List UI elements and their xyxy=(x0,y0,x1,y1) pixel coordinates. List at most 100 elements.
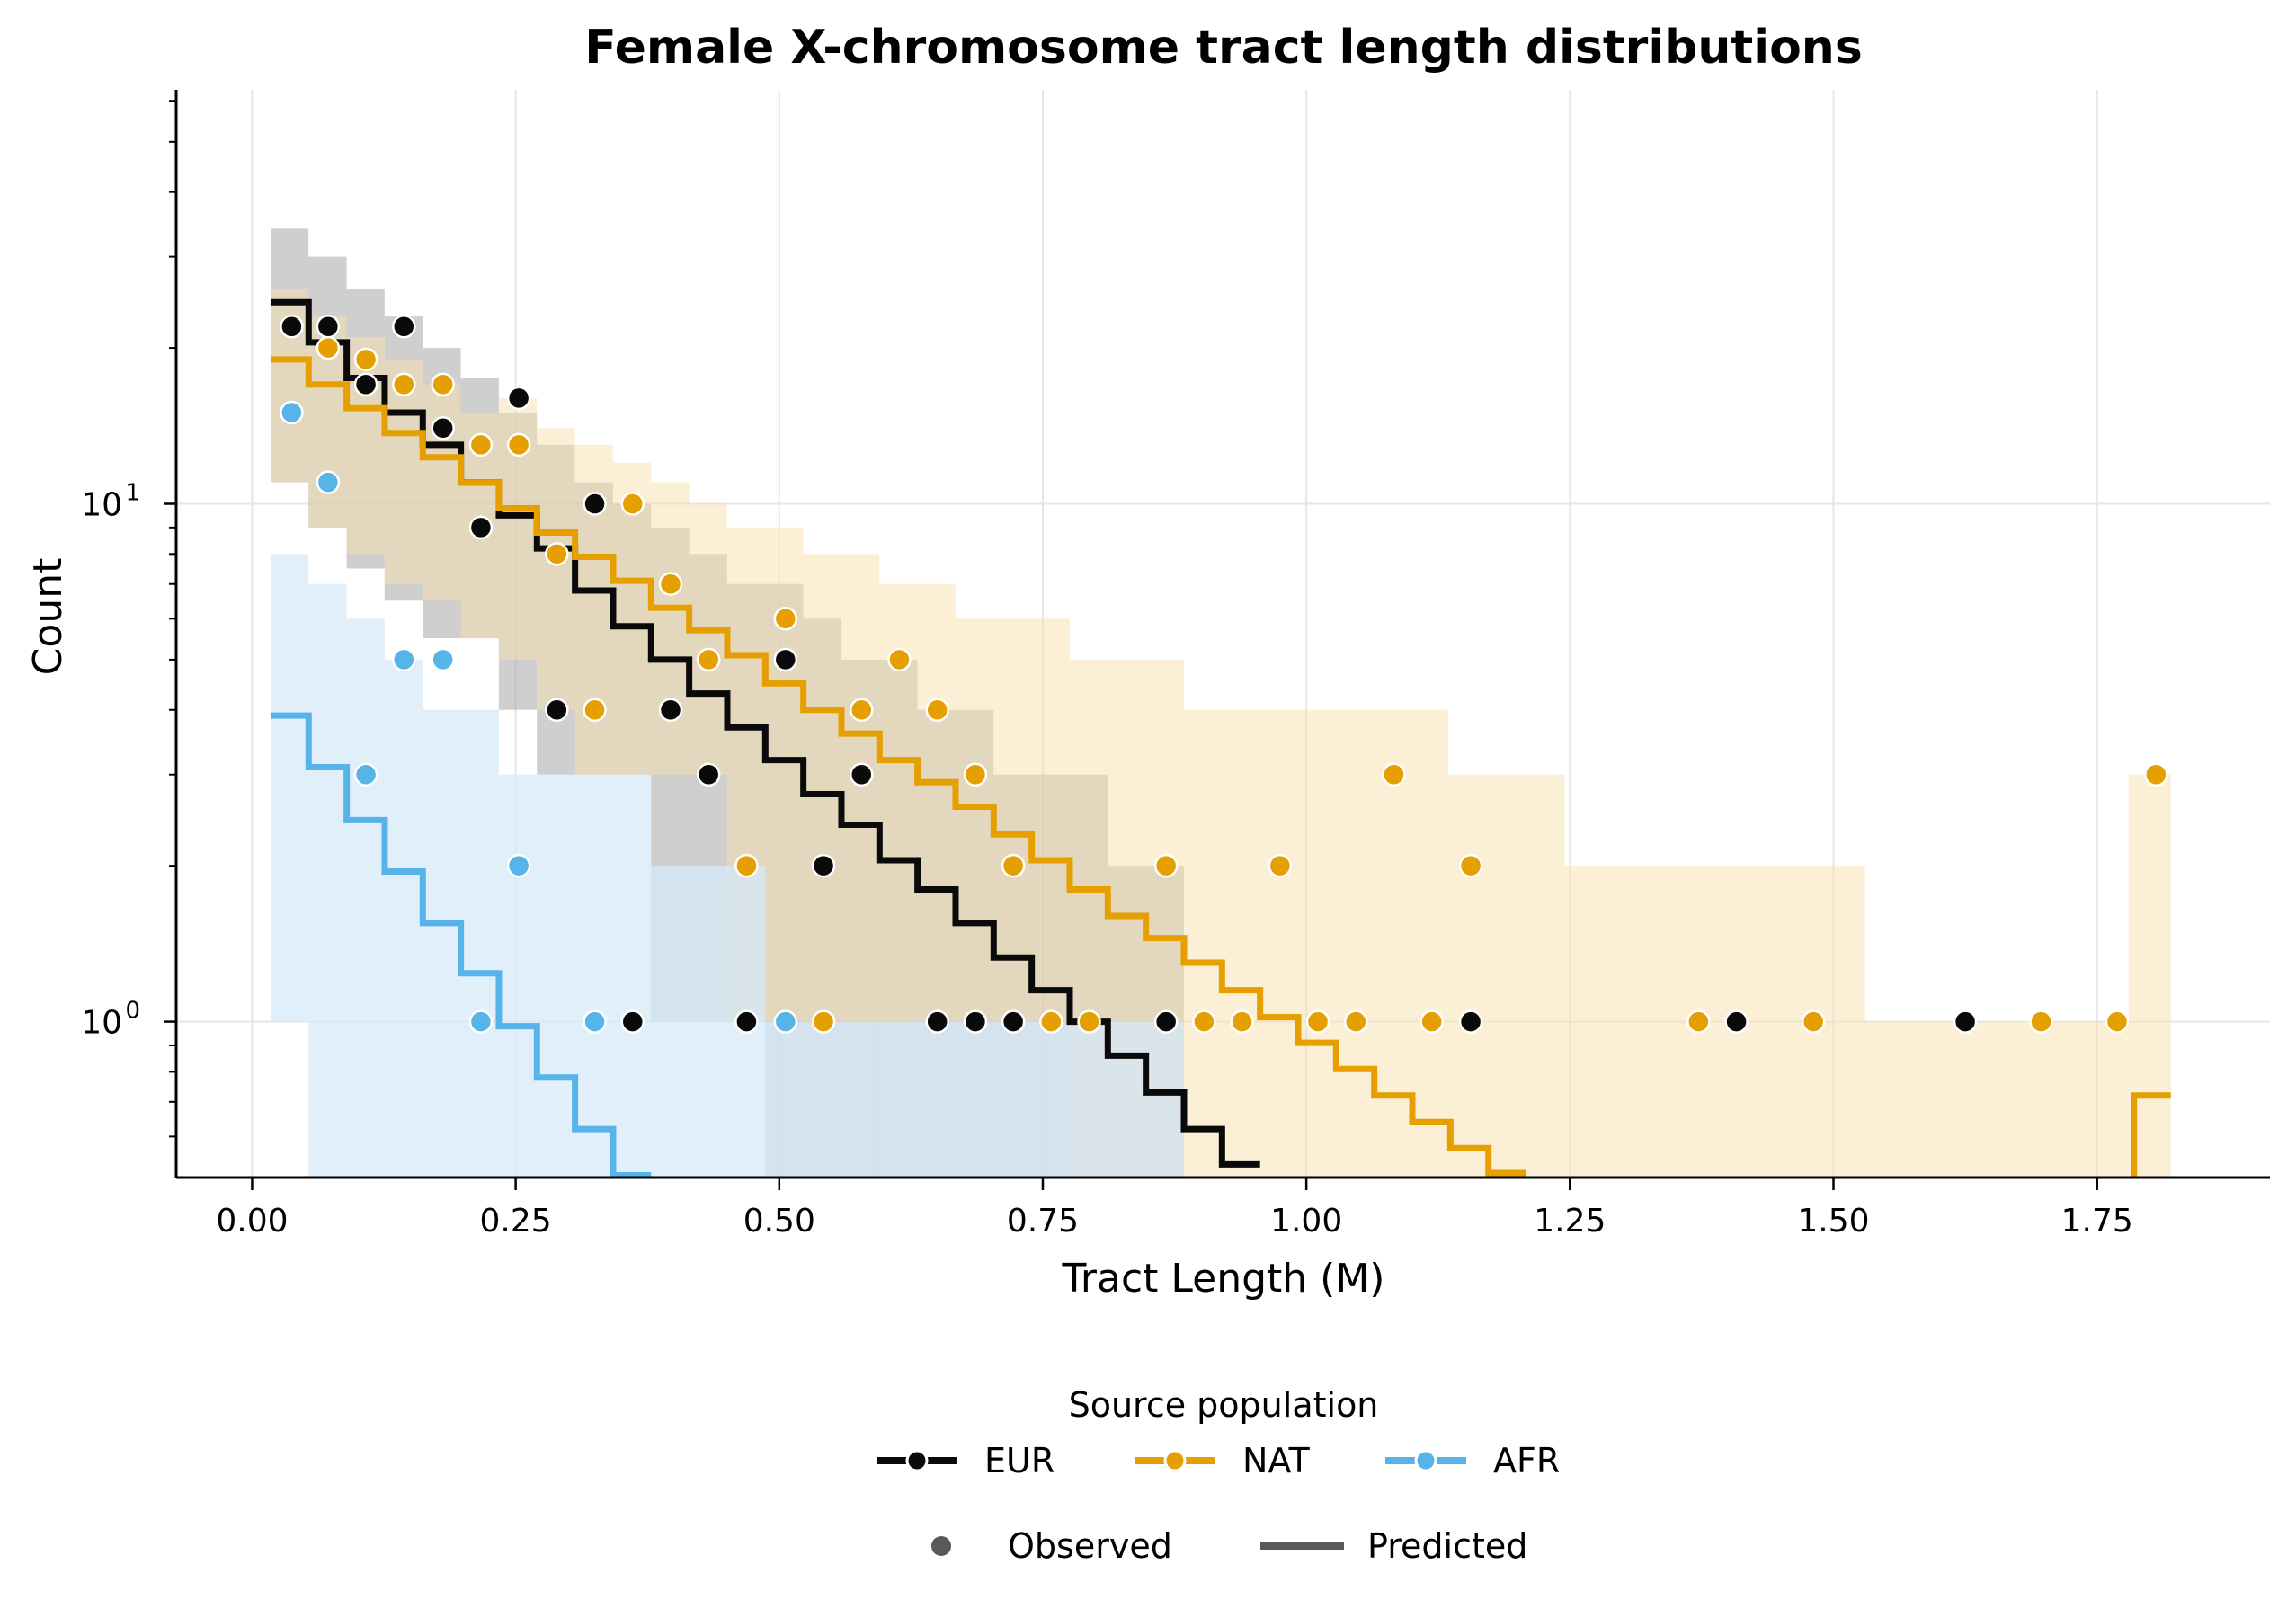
band-rect-nat xyxy=(1183,709,1307,1178)
band-rect-nat xyxy=(1031,618,1070,1022)
band-rect-nat xyxy=(651,482,690,775)
band-afr xyxy=(270,554,1184,1178)
observed-point-nat xyxy=(963,762,988,787)
band-nat xyxy=(270,289,2171,1178)
observed-point-nat xyxy=(2144,762,2168,787)
band-rect-nat xyxy=(917,583,956,1022)
observed-point-nat xyxy=(1077,1009,1101,1034)
observed-point-nat xyxy=(1230,1009,1254,1034)
legend-afr-marker xyxy=(1414,1449,1437,1472)
band-rect-nat xyxy=(1864,1021,1980,1178)
observed-point-eur xyxy=(963,1009,988,1034)
band-rect-nat xyxy=(803,554,841,1022)
observed-point-nat xyxy=(316,335,341,360)
observed-point-eur xyxy=(392,314,416,339)
observed-point-nat xyxy=(887,647,912,672)
band-rect-nat xyxy=(384,359,423,584)
band-rect-afr xyxy=(765,1021,880,1178)
x-tick-label: 1.50 xyxy=(1797,1203,1869,1240)
band-rect-afr xyxy=(308,583,347,1178)
band-rect-afr xyxy=(879,1021,1184,1178)
observed-point-nat xyxy=(2105,1009,2130,1034)
x-tick-label: 0.75 xyxy=(1007,1203,1079,1240)
band-rect-nat xyxy=(955,618,994,1022)
observed-point-nat xyxy=(545,542,569,566)
observed-point-eur xyxy=(1001,1009,1026,1034)
observed-point-nat xyxy=(1001,853,1026,878)
observed-afr xyxy=(280,400,798,1034)
observed-point-eur xyxy=(316,314,341,339)
observed-point-nat xyxy=(1344,1009,1368,1034)
chart-title: Female X-chromosome tract length distrib… xyxy=(584,21,1863,75)
observed-point-nat xyxy=(734,853,759,878)
y-tick-exponent: 0 xyxy=(125,998,140,1025)
observed-point-nat xyxy=(2029,1009,2053,1034)
observed-point-eur xyxy=(1724,1009,1749,1034)
observed-eur xyxy=(280,314,1978,1034)
band-rect-nat xyxy=(537,428,575,710)
observed-point-eur xyxy=(1458,1009,1483,1034)
legend-entry-afr: AFR xyxy=(1385,1441,1560,1480)
legend-title: Source population xyxy=(1069,1385,1379,1425)
observed-point-eur xyxy=(431,416,455,440)
band-rect-nat xyxy=(1979,1021,2129,1178)
predicted-lines xyxy=(270,298,2171,1179)
observed-nat xyxy=(316,335,2168,1034)
observed-point-afr xyxy=(506,853,531,878)
predicted-line-afr xyxy=(270,712,652,1179)
y-tick-base: 10 xyxy=(81,1005,122,1042)
observed-points xyxy=(280,314,2168,1034)
observed-point-eur xyxy=(1953,1009,1978,1034)
observed-point-eur xyxy=(468,515,494,540)
observed-point-eur xyxy=(850,762,874,787)
observed-point-eur xyxy=(280,314,304,339)
observed-point-nat xyxy=(392,372,416,396)
observed-point-eur xyxy=(1153,1009,1179,1034)
observed-point-nat xyxy=(431,372,455,396)
observed-point-nat xyxy=(1801,1009,1826,1034)
predicted-line-nat xyxy=(270,356,1527,1177)
observed-point-eur xyxy=(925,1009,949,1034)
observed-point-eur xyxy=(506,386,531,411)
observed-point-eur xyxy=(583,492,607,516)
legend-observed-marker xyxy=(931,1536,951,1556)
observed-point-nat xyxy=(1458,853,1483,878)
legend-entry-observed: Observed xyxy=(931,1526,1172,1566)
legend: Source population EUR NAT AFR Observed P… xyxy=(877,1385,1560,1566)
band-rect-nat xyxy=(1447,774,1565,1178)
x-tick-label: 0.00 xyxy=(216,1203,288,1240)
x-tick-label: 0.50 xyxy=(743,1203,815,1240)
x-tick-label: 1.00 xyxy=(1270,1203,1342,1240)
band-rect-afr xyxy=(270,554,309,1022)
observed-point-nat xyxy=(1382,762,1406,787)
band-rect-afr xyxy=(384,659,423,1178)
observed-point-eur xyxy=(545,698,569,722)
y-axis-label: Count xyxy=(25,558,71,676)
observed-point-nat xyxy=(1419,1009,1444,1034)
band-rect-nat xyxy=(1306,709,1448,1178)
observed-point-nat xyxy=(696,647,721,672)
observed-point-afr xyxy=(392,647,416,672)
legend-observed-label: Observed xyxy=(1008,1526,1172,1566)
observed-point-afr xyxy=(431,647,455,672)
y-tick-exponent: 1 xyxy=(125,479,140,506)
legend-entry-nat: NAT xyxy=(1135,1441,1310,1480)
observed-point-eur xyxy=(620,1009,645,1034)
observed-point-nat xyxy=(1153,853,1179,878)
legend-predicted-label: Predicted xyxy=(1367,1526,1527,1566)
observed-point-nat xyxy=(1192,1009,1216,1034)
observed-point-afr xyxy=(353,762,378,787)
legend-afr-label: AFR xyxy=(1493,1441,1560,1480)
band-rect-nat xyxy=(993,618,1032,1022)
x-tick-label: 1.25 xyxy=(1534,1203,1606,1240)
confidence-bands xyxy=(270,228,2171,1178)
observed-point-nat xyxy=(1039,1009,1063,1034)
observed-point-nat xyxy=(811,1009,836,1034)
y-tick-base: 10 xyxy=(81,486,122,523)
y-tick-label: 10 xyxy=(81,1005,122,1042)
x-tick-label: 1.75 xyxy=(2061,1203,2133,1240)
observed-point-eur xyxy=(773,647,798,672)
legend-entry-predicted: Predicted xyxy=(1260,1526,1527,1566)
band-rect-nat xyxy=(765,527,804,1022)
